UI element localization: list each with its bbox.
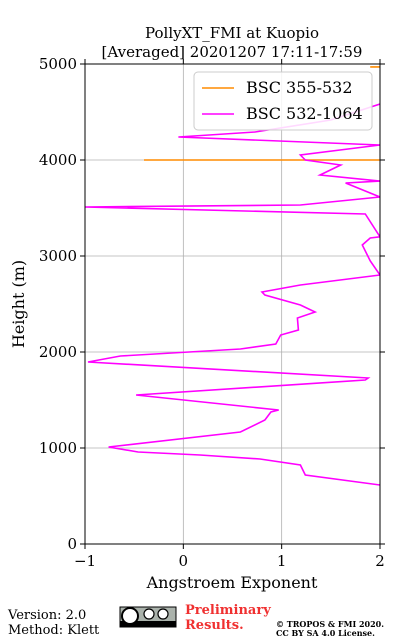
series-line [85, 103, 380, 486]
x-axis-label: Angstroem Exponent [146, 573, 318, 592]
method: Method: Klett [8, 623, 100, 638]
y-tick-label: 3000 [39, 247, 77, 265]
x-tick-label: 0 [179, 552, 189, 570]
version: Version: 2.0 [7, 608, 86, 623]
preliminary: Preliminary [185, 603, 271, 618]
x-tick-label: −1 [74, 552, 96, 570]
copyright: CC BY SA 4.0 License. [276, 628, 375, 638]
chart-title: PollyXT_FMI at Kuopio [145, 24, 319, 42]
x-tick-label: 1 [277, 552, 287, 570]
legend-label: BSC 355-532 [246, 78, 353, 97]
plot-frame [84, 63, 381, 545]
y-tick-label: 2000 [39, 343, 77, 361]
cc-logo [119, 606, 177, 628]
legend-label: BSC 532-1064 [246, 104, 363, 123]
x-tick-label: 2 [375, 552, 385, 570]
y-tick-label: 0 [67, 535, 77, 553]
legend-box [193, 71, 373, 131]
y-tick-label: 4000 [39, 151, 77, 169]
y-tick-label: 1000 [39, 439, 77, 457]
y-tick-label: 5000 [39, 55, 77, 73]
chart-title: [Averaged] 20201207 17:11-17:59 [102, 43, 363, 61]
preliminary: Results. [185, 618, 244, 633]
series-line [144, 66, 380, 161]
copyright: © TROPOS & FMI 2020. [276, 619, 384, 629]
y-axis-label: Height (m) [9, 260, 28, 348]
